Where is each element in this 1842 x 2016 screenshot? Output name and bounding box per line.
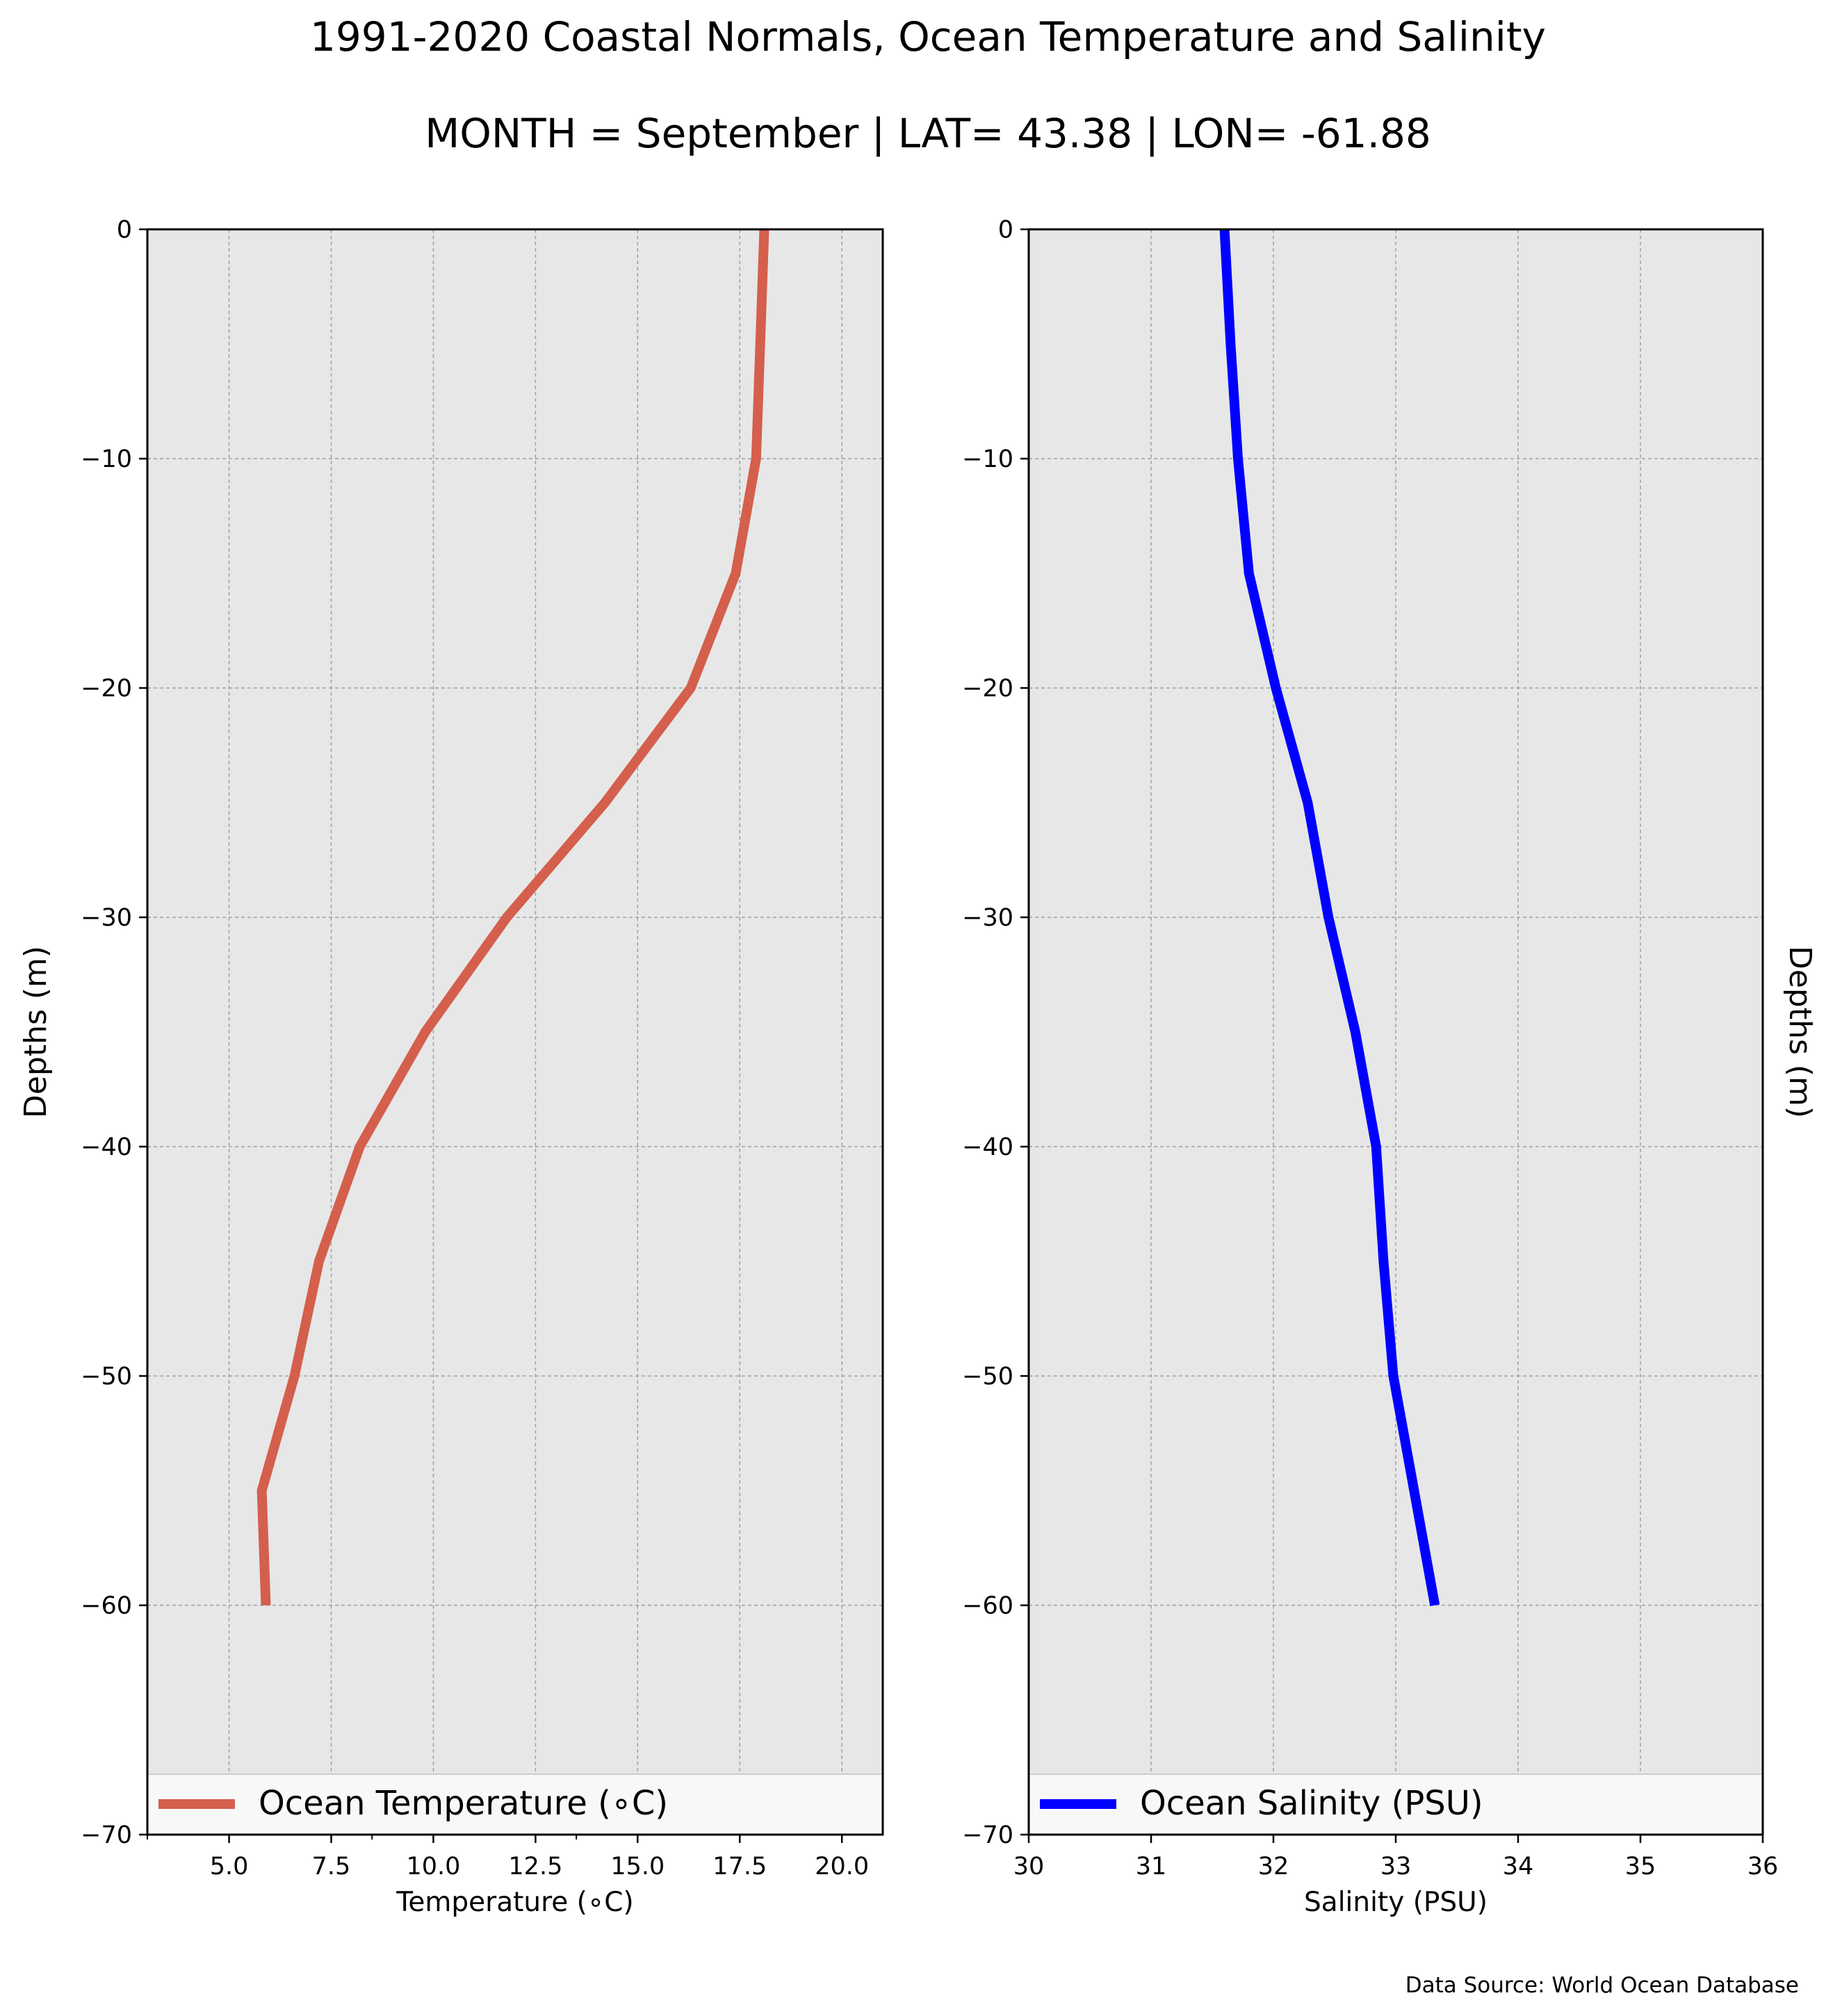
salinity-y-tick-label: 0 — [998, 216, 1013, 244]
salinity-x-tick-label: 35 — [1625, 1853, 1656, 1880]
temperature-y-tick-label: −10 — [81, 445, 132, 473]
temperature-y-tick-label: −40 — [81, 1133, 132, 1161]
salinity-y-axis-label: Depths (m) — [1782, 946, 1818, 1118]
temperature-axes-frame — [146, 228, 884, 1836]
temperature-x-tick-label: 5.0 — [210, 1853, 249, 1880]
salinity-y-ticks: 0 −10 −20 −30 −40 −50 −60 −70 — [962, 216, 1029, 1849]
temperature-x-gridlines — [228, 229, 842, 1835]
temperature-line — [256, 229, 769, 1606]
temperature-y-axis-label: Depths (m) — [18, 946, 54, 1118]
temperature-y-tick-label: −50 — [81, 1363, 132, 1391]
salinity-legend-box — [1028, 1773, 1763, 1835]
temperature-y-ticks: 0 −10 −20 −30 −40 −50 −60 −70 — [81, 216, 147, 1849]
temperature-x-tick-label: 17.5 — [712, 1853, 767, 1880]
salinity-y-tick-label: −30 — [962, 904, 1013, 932]
salinity-x-tick-label: 32 — [1258, 1853, 1289, 1880]
temperature-y-tick-label: −70 — [81, 1821, 132, 1849]
salinity-x-tick-label: 34 — [1503, 1853, 1534, 1880]
temperature-plot-area — [147, 229, 883, 1835]
temperature-x-axis-label: Temperature (∘C) — [396, 1887, 634, 1918]
temperature-x-tick-label: 7.5 — [312, 1853, 351, 1880]
salinity-x-axis-label: Salinity (PSU) — [1304, 1887, 1488, 1918]
temperature-y-tick-label: −60 — [81, 1592, 132, 1620]
salinity-y-tick-label: −50 — [962, 1363, 1013, 1391]
salinity-panel: Ocean Salinity (PSU) 30 31 32 33 34 35 36 0 −10… — [962, 216, 1818, 1918]
salinity-y-tick-label: −40 — [962, 1133, 1013, 1161]
salinity-y-tick-label: −60 — [962, 1592, 1013, 1620]
temperature-y-tick-label: −30 — [81, 904, 132, 932]
temperature-x-tick-label: 20.0 — [815, 1853, 869, 1880]
chart-title: 1991-2020 Coastal Normals, Ocean Tempera… — [310, 13, 1546, 60]
salinity-x-tick-label: 30 — [1013, 1853, 1045, 1880]
salinity-line — [1219, 229, 1440, 1607]
salinity-x-tick-label: 33 — [1380, 1853, 1412, 1880]
temperature-x-tick-label: 12.5 — [508, 1853, 562, 1880]
temperature-y-tick-label: 0 — [117, 216, 132, 244]
temperature-x-tick-label: 10.0 — [406, 1853, 460, 1880]
temperature-legend-label: Ocean Temperature (∘C) — [259, 1784, 668, 1823]
salinity-x-ticks: 30 31 32 33 34 35 36 — [1013, 1835, 1779, 1880]
temperature-x-tick-label: 15.0 — [610, 1853, 665, 1880]
data-source-note: Data Source: World Ocean Database — [1405, 1973, 1799, 1998]
salinity-y-tick-label: −20 — [962, 675, 1013, 703]
salinity-y-tick-label: −70 — [962, 1821, 1013, 1849]
temperature-legend-box — [147, 1773, 883, 1835]
salinity-y-tick-label: −10 — [962, 445, 1013, 473]
chart-subtitle: MONTH = September | LAT= 43.38 | LON= -6… — [425, 110, 1431, 157]
salinity-legend-label: Ocean Salinity (PSU) — [1140, 1784, 1483, 1823]
salinity-legend: Ocean Salinity (PSU) — [1028, 1773, 1763, 1835]
temperature-y-tick-label: −20 — [81, 675, 132, 703]
temperature-panel: Ocean Temperature (∘C) 5.0 7.5 10.0 12.5 15.… — [18, 216, 884, 1918]
salinity-x-tick-label: 36 — [1747, 1853, 1779, 1880]
temperature-legend: Ocean Temperature (∘C) — [147, 1773, 883, 1835]
salinity-x-tick-label: 31 — [1136, 1853, 1167, 1880]
temperature-x-ticks: 5.0 7.5 10.0 12.5 15.0 17.5 20.0 — [147, 1835, 869, 1880]
